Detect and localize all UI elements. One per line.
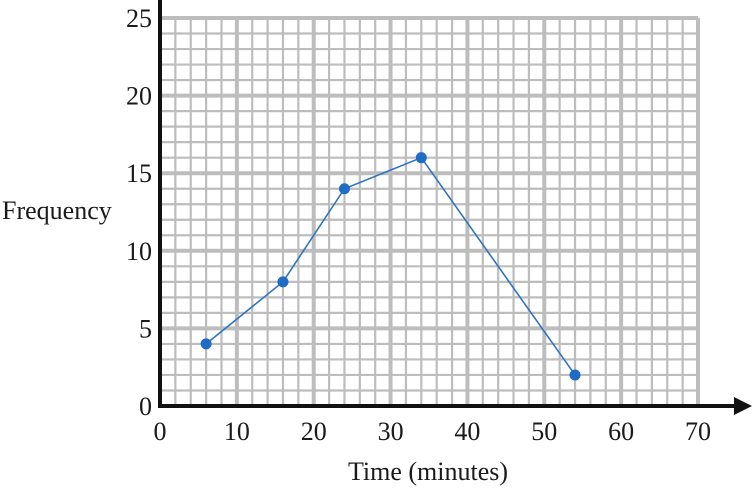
x-tick-label: 30 xyxy=(378,417,404,446)
x-axis-label: Time (minutes) xyxy=(348,457,508,486)
y-tick-label: 5 xyxy=(139,314,152,343)
x-tick-label: 20 xyxy=(301,417,327,446)
data-point-marker xyxy=(415,152,427,164)
x-tick-label: 0 xyxy=(154,417,167,446)
data-point-marker xyxy=(277,276,289,288)
y-axis-label: Frequency xyxy=(2,196,112,225)
x-tick-label: 60 xyxy=(608,417,634,446)
y-tick-label: 10 xyxy=(126,237,152,266)
y-tick-label: 20 xyxy=(126,82,152,111)
y-tick-label: 25 xyxy=(126,4,152,33)
x-tick-label: 40 xyxy=(454,417,480,446)
y-tick-label: 0 xyxy=(139,392,152,421)
axes xyxy=(158,0,752,415)
data-point-marker xyxy=(338,183,350,195)
y-tick-label: 15 xyxy=(126,159,152,188)
data-point-marker xyxy=(569,369,581,381)
data-series xyxy=(200,152,581,381)
x-tick-label: 10 xyxy=(224,417,250,446)
data-point-marker xyxy=(200,338,212,350)
x-axis-arrow-icon xyxy=(734,397,752,415)
x-tick-label: 50 xyxy=(531,417,557,446)
x-tick-label: 70 xyxy=(685,417,711,446)
tick-labels: 0 10 20 30 40 50 60 70 0 5 10 15 20 25 xyxy=(126,4,711,446)
grid xyxy=(158,16,700,408)
